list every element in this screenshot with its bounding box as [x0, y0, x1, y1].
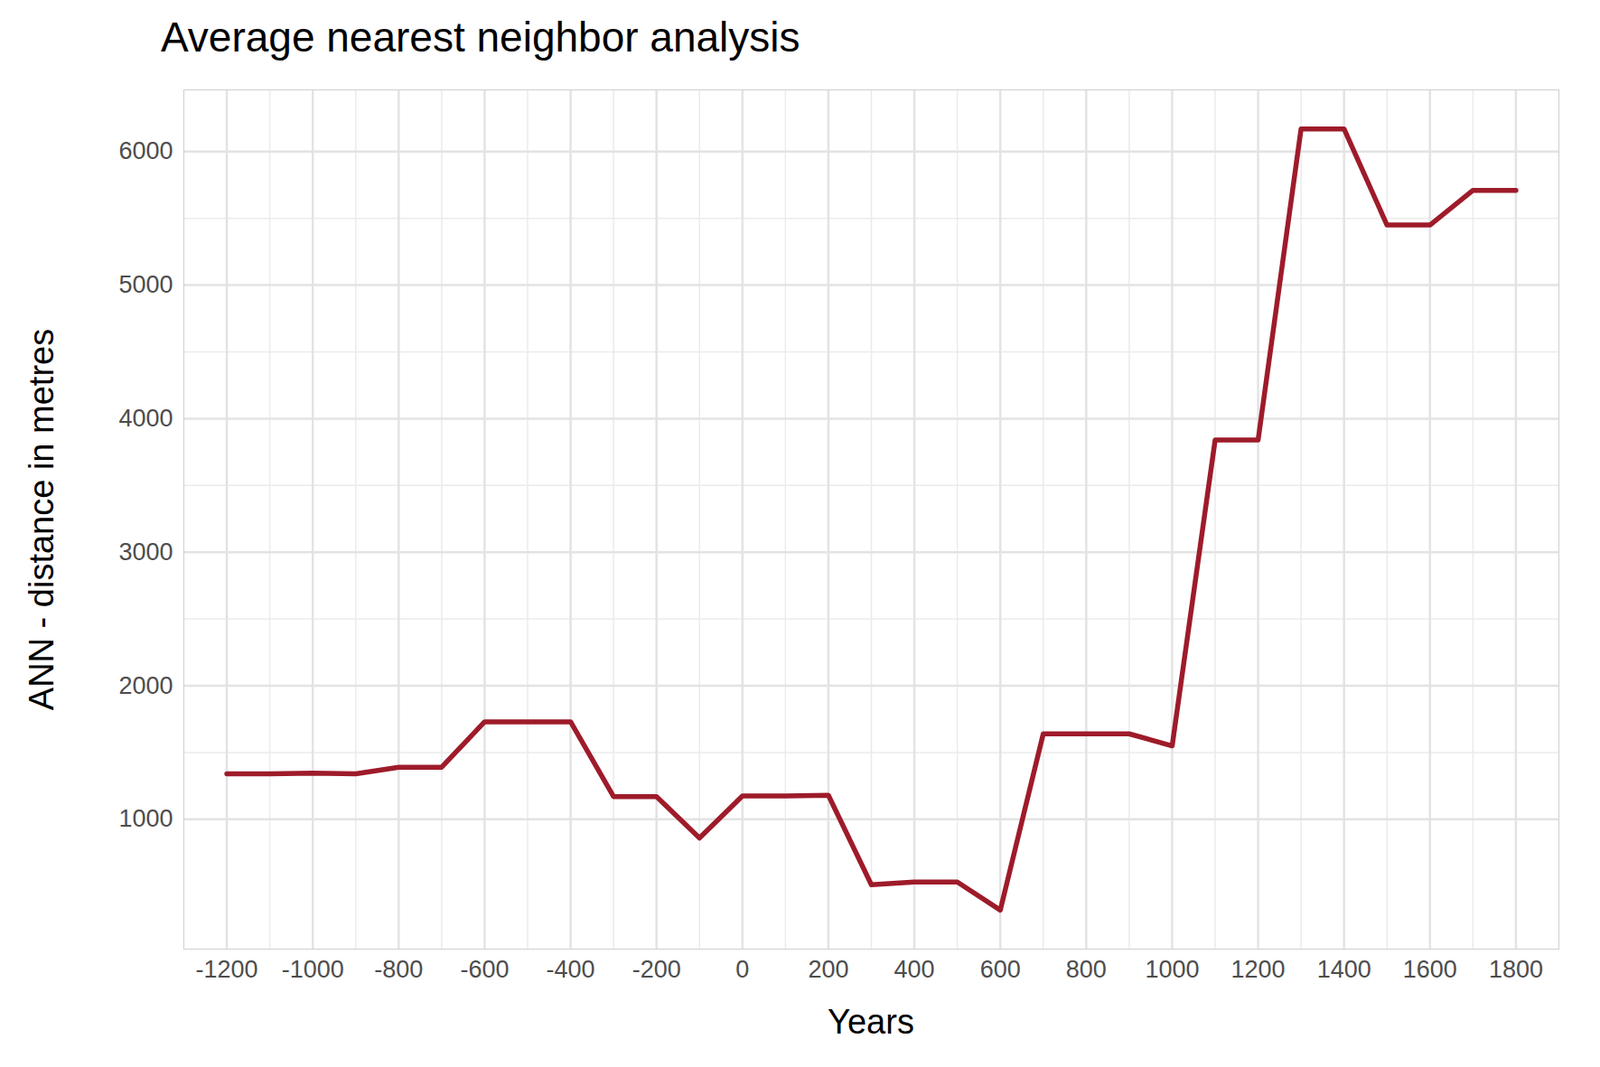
svg-text:4000: 4000 — [118, 404, 173, 432]
svg-text:1000: 1000 — [118, 804, 173, 833]
svg-text:1800: 1800 — [1488, 955, 1544, 983]
svg-text:-1200: -1200 — [196, 955, 259, 983]
svg-text:2000: 2000 — [118, 672, 173, 700]
svg-text:-800: -800 — [374, 955, 423, 983]
html-text:Years: Years — [827, 1002, 915, 1041]
svg-text:-1000: -1000 — [281, 955, 345, 983]
svg-text:-600: -600 — [459, 955, 509, 983]
svg-text:0: 0 — [735, 955, 749, 983]
svg-text:600: 600 — [980, 955, 1021, 983]
svg-text:800: 800 — [1066, 955, 1107, 983]
svg-text:6000: 6000 — [118, 137, 173, 165]
svg-text:1000: 1000 — [1144, 955, 1199, 983]
svg-text:-200: -200 — [632, 955, 682, 983]
svg-text:1400: 1400 — [1317, 955, 1372, 983]
html-text:ANN - distance in metres: ANN - distance in metres — [22, 328, 61, 711]
svg-text:5000: 5000 — [118, 271, 173, 299]
svg-text:200: 200 — [807, 955, 849, 983]
svg-text:1600: 1600 — [1403, 955, 1458, 983]
svg-text:-400: -400 — [546, 955, 596, 983]
svg-text:3000: 3000 — [118, 538, 173, 566]
svg-text:1200: 1200 — [1231, 955, 1286, 983]
html-text:Average nearest neighbor analy: Average nearest neighbor analysis — [160, 13, 800, 61]
svg-text:400: 400 — [894, 955, 936, 983]
